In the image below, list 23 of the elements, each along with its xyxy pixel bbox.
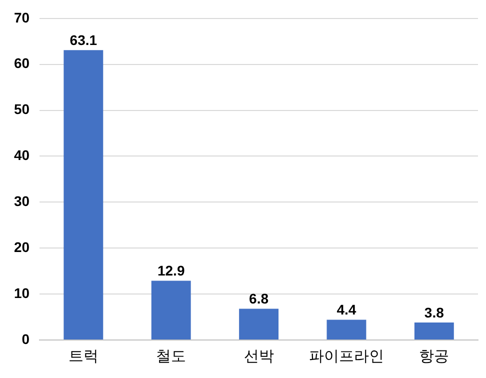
y-tick-label: 0 [22, 330, 30, 347]
bar [151, 280, 191, 340]
y-tick-label: 60 [14, 55, 30, 72]
x-tick-label: 철도 [156, 348, 186, 366]
bar [239, 308, 279, 340]
y-tick-label: 40 [14, 147, 30, 164]
y-tick-label: 10 [14, 284, 30, 301]
x-tick-label: 선박 [244, 348, 274, 366]
y-tick-label: 30 [14, 193, 30, 210]
x-tick-label: 트럭 [68, 348, 98, 366]
y-tick-label: 70 [14, 9, 30, 26]
data-label: 12.9 [157, 262, 185, 279]
data-label: 63.1 [70, 32, 98, 48]
data-label: 6.8 [249, 290, 269, 307]
data-label: 3.8 [424, 304, 444, 320]
bar [64, 50, 104, 340]
y-tick-label: 20 [14, 238, 30, 255]
data-label: 4.4 [336, 302, 356, 318]
x-tick-label: 항공 [419, 348, 450, 366]
y-tick-label: 50 [14, 101, 30, 118]
bar [326, 320, 366, 340]
x-tick-label: 파이프라인 [308, 348, 384, 366]
bar [414, 322, 454, 340]
